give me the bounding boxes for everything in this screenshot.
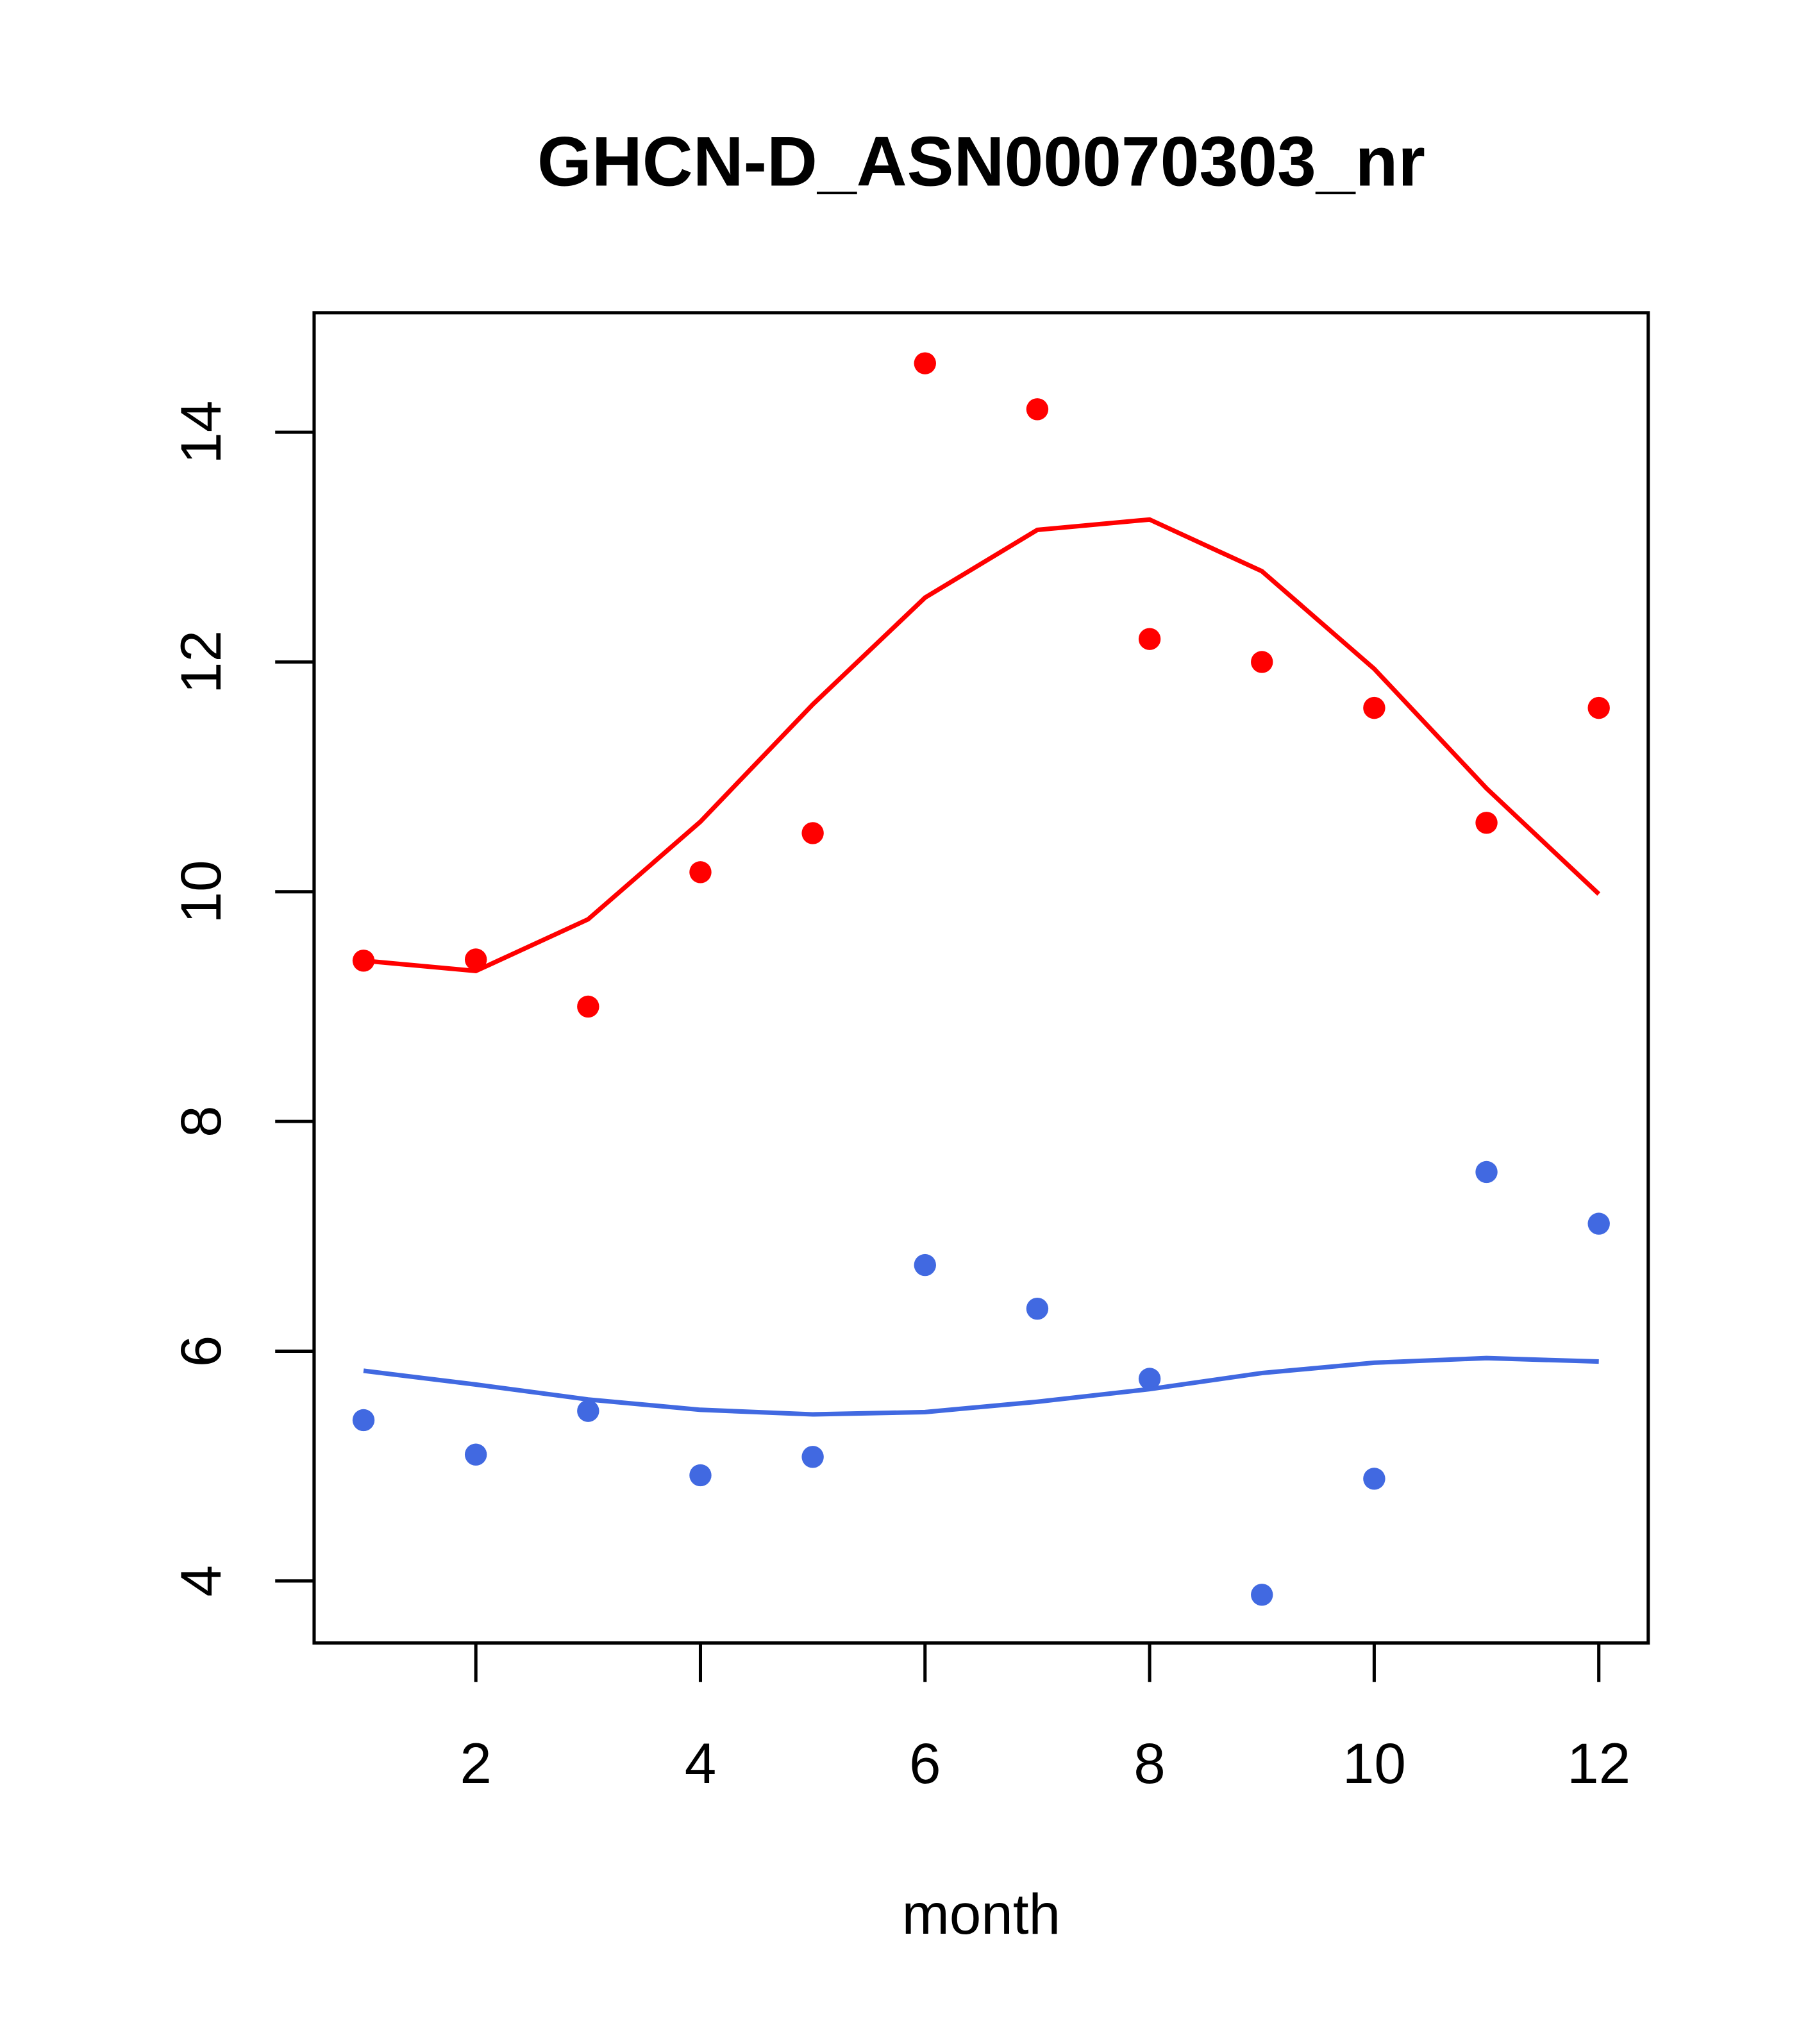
plot-frame [312, 311, 1650, 1645]
plot-marks [352, 352, 1610, 1606]
y-tick-label: 8 [169, 1105, 233, 1137]
red-points-point [1251, 651, 1273, 673]
red-points-point [914, 352, 936, 374]
red-points-point [1138, 628, 1161, 650]
red-points-point [1363, 696, 1386, 719]
y-tick-label: 4 [169, 1565, 233, 1597]
x-tick-label: 8 [1134, 1731, 1166, 1795]
blue-points-point [1138, 1368, 1161, 1390]
red-points-point [801, 822, 824, 844]
blue-points-point [1363, 1468, 1386, 1490]
y-tick-label: 14 [169, 401, 233, 464]
blue-points-point [577, 1400, 599, 1422]
red-points-point [689, 861, 712, 884]
red-points-point [1026, 398, 1049, 421]
blue-points-point [801, 1446, 824, 1468]
x-axis-label: month [902, 1882, 1061, 1946]
blue-points-point [464, 1443, 487, 1466]
y-tick-label: 12 [169, 630, 233, 694]
x-tick-label: 4 [685, 1731, 717, 1795]
blue-line [363, 1355, 1599, 1417]
x-tick-label: 6 [909, 1731, 941, 1795]
x-tick-label: 12 [1567, 1731, 1630, 1795]
blue-points-point [1587, 1212, 1610, 1235]
blue-points-point [1026, 1297, 1049, 1320]
y-axis: 4 6 8 10 12 14 [169, 401, 316, 1597]
x-tick-label: 10 [1343, 1731, 1406, 1795]
red-line [363, 517, 1601, 974]
blue-points-point [914, 1253, 936, 1277]
blue-points-point [1475, 1160, 1498, 1184]
blue-points-point [352, 1409, 375, 1432]
red-points-point [464, 948, 487, 971]
x-tick-label: 2 [460, 1731, 492, 1795]
y-tick-label: 6 [169, 1336, 233, 1368]
blue-points-point [689, 1464, 712, 1487]
red-points-point [577, 995, 599, 1018]
red-points-point [1475, 812, 1498, 834]
blue-points-point [1251, 1584, 1273, 1606]
chart-title: GHCN-D_ASN00070303_nr [537, 122, 1425, 201]
y-tick-label: 10 [169, 860, 233, 923]
x-axis: 2 4 6 8 10 12 [460, 1641, 1630, 1795]
red-points-point [1587, 696, 1610, 719]
